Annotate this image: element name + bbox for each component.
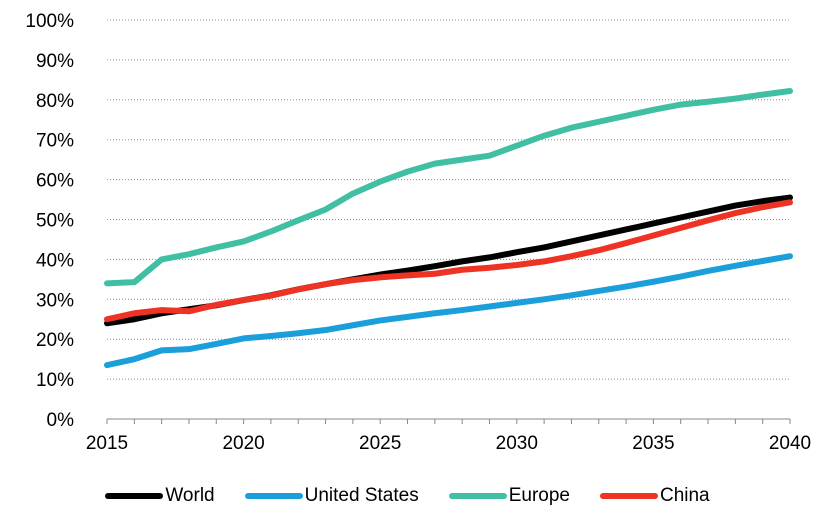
legend-item-china: China: [599, 484, 710, 507]
y-tick-label: 90%: [36, 51, 74, 72]
y-tick-label: 50%: [36, 211, 74, 232]
x-tick-label: 2035: [632, 433, 674, 454]
series-line-europe: [104, 88, 793, 287]
y-tick-label: 0%: [47, 410, 75, 431]
legend: World United States Europe China: [0, 482, 815, 509]
y-tick-label: 60%: [36, 171, 74, 192]
y-tick-label: 30%: [36, 290, 74, 311]
x-tick-label: 2040: [769, 433, 811, 454]
legend-label-china: China: [659, 484, 710, 506]
series-line-united-states: [104, 253, 793, 369]
gridlines: [107, 19, 790, 380]
legend-label-world: World: [165, 484, 215, 506]
legend-label-europe: Europe: [508, 484, 570, 506]
x-axis-tick-labels: 2015 2020 2025 2030 2035 2040: [86, 433, 811, 454]
y-tick-label: 20%: [36, 330, 74, 351]
y-tick-label: 70%: [36, 131, 74, 152]
x-axis-ticks: [106, 419, 791, 424]
legend-swatch-united-states: [244, 492, 303, 499]
legend-item-world: World: [105, 484, 215, 507]
legend-swatch-europe: [448, 492, 507, 499]
y-tick-label: 10%: [36, 370, 74, 391]
line-chart: 0%10%20%30%40%50%60%70%80%90%100% 2015 20…: [25, 11, 811, 454]
legend-item-europe: Europe: [448, 484, 570, 507]
y-tick-label: 100%: [25, 11, 74, 32]
legend-swatch-world: [105, 492, 164, 499]
data-series: [104, 88, 793, 369]
x-tick-label: 2015: [86, 433, 128, 454]
x-tick-label: 2025: [359, 433, 401, 454]
y-axis-tick-labels: 0% 10% 20% 30% 40% 50% 60% 70% 80% 90% 100%: [25, 11, 74, 431]
y-tick-label: 40%: [36, 250, 74, 271]
legend-label-united-states: United States: [304, 484, 419, 506]
x-tick-label: 2020: [222, 433, 264, 454]
legend-swatch-china: [599, 492, 658, 499]
legend-item-united-states: United States: [244, 484, 419, 507]
series-line-china: [104, 199, 793, 323]
y-tick-label: 80%: [36, 91, 74, 112]
x-tick-label: 2030: [496, 433, 538, 454]
